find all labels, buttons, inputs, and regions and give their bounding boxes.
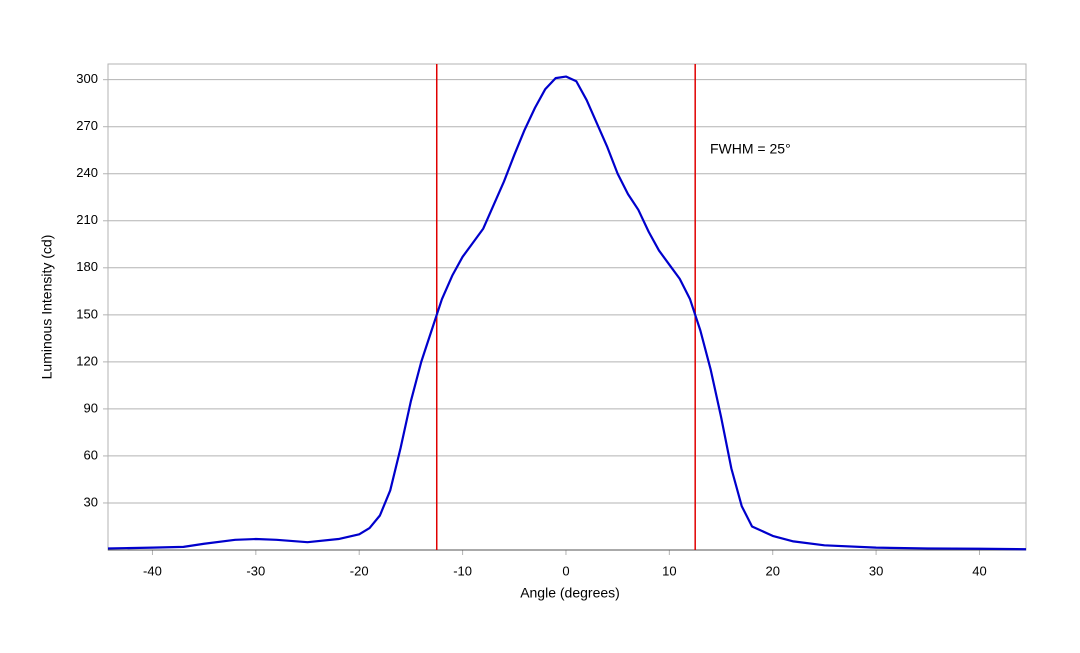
y-tick-label: 210 bbox=[76, 212, 98, 227]
plot-area bbox=[107, 63, 1027, 551]
y-tick-label: 270 bbox=[76, 118, 98, 133]
x-tick-label: -20 bbox=[350, 563, 369, 578]
y-tick-label: 60 bbox=[84, 447, 98, 462]
x-tick-label: -40 bbox=[143, 563, 162, 578]
x-tick-label: 20 bbox=[765, 563, 779, 578]
y-tick-label: 30 bbox=[84, 494, 98, 509]
x-tick-label: 40 bbox=[972, 563, 986, 578]
y-tick-label: 180 bbox=[76, 259, 98, 274]
y-axis-label: Luminous Intensity (cd) bbox=[39, 235, 55, 380]
x-tick-label: 30 bbox=[869, 563, 883, 578]
y-tick-label: 150 bbox=[76, 306, 98, 321]
y-tick-label: 120 bbox=[76, 353, 98, 368]
x-tick-label: -30 bbox=[246, 563, 265, 578]
y-tick-label: 90 bbox=[84, 400, 98, 415]
x-axis-label: Angle (degrees) bbox=[520, 585, 620, 601]
y-tick-label: 240 bbox=[76, 165, 98, 180]
x-tick-label: -10 bbox=[453, 563, 472, 578]
x-tick-label: 10 bbox=[662, 563, 676, 578]
intensity-line bbox=[107, 75, 1027, 551]
x-tick-label: 0 bbox=[562, 563, 569, 578]
annotation: FWHM = 25° bbox=[710, 141, 791, 157]
y-tick-label: 300 bbox=[76, 71, 98, 86]
